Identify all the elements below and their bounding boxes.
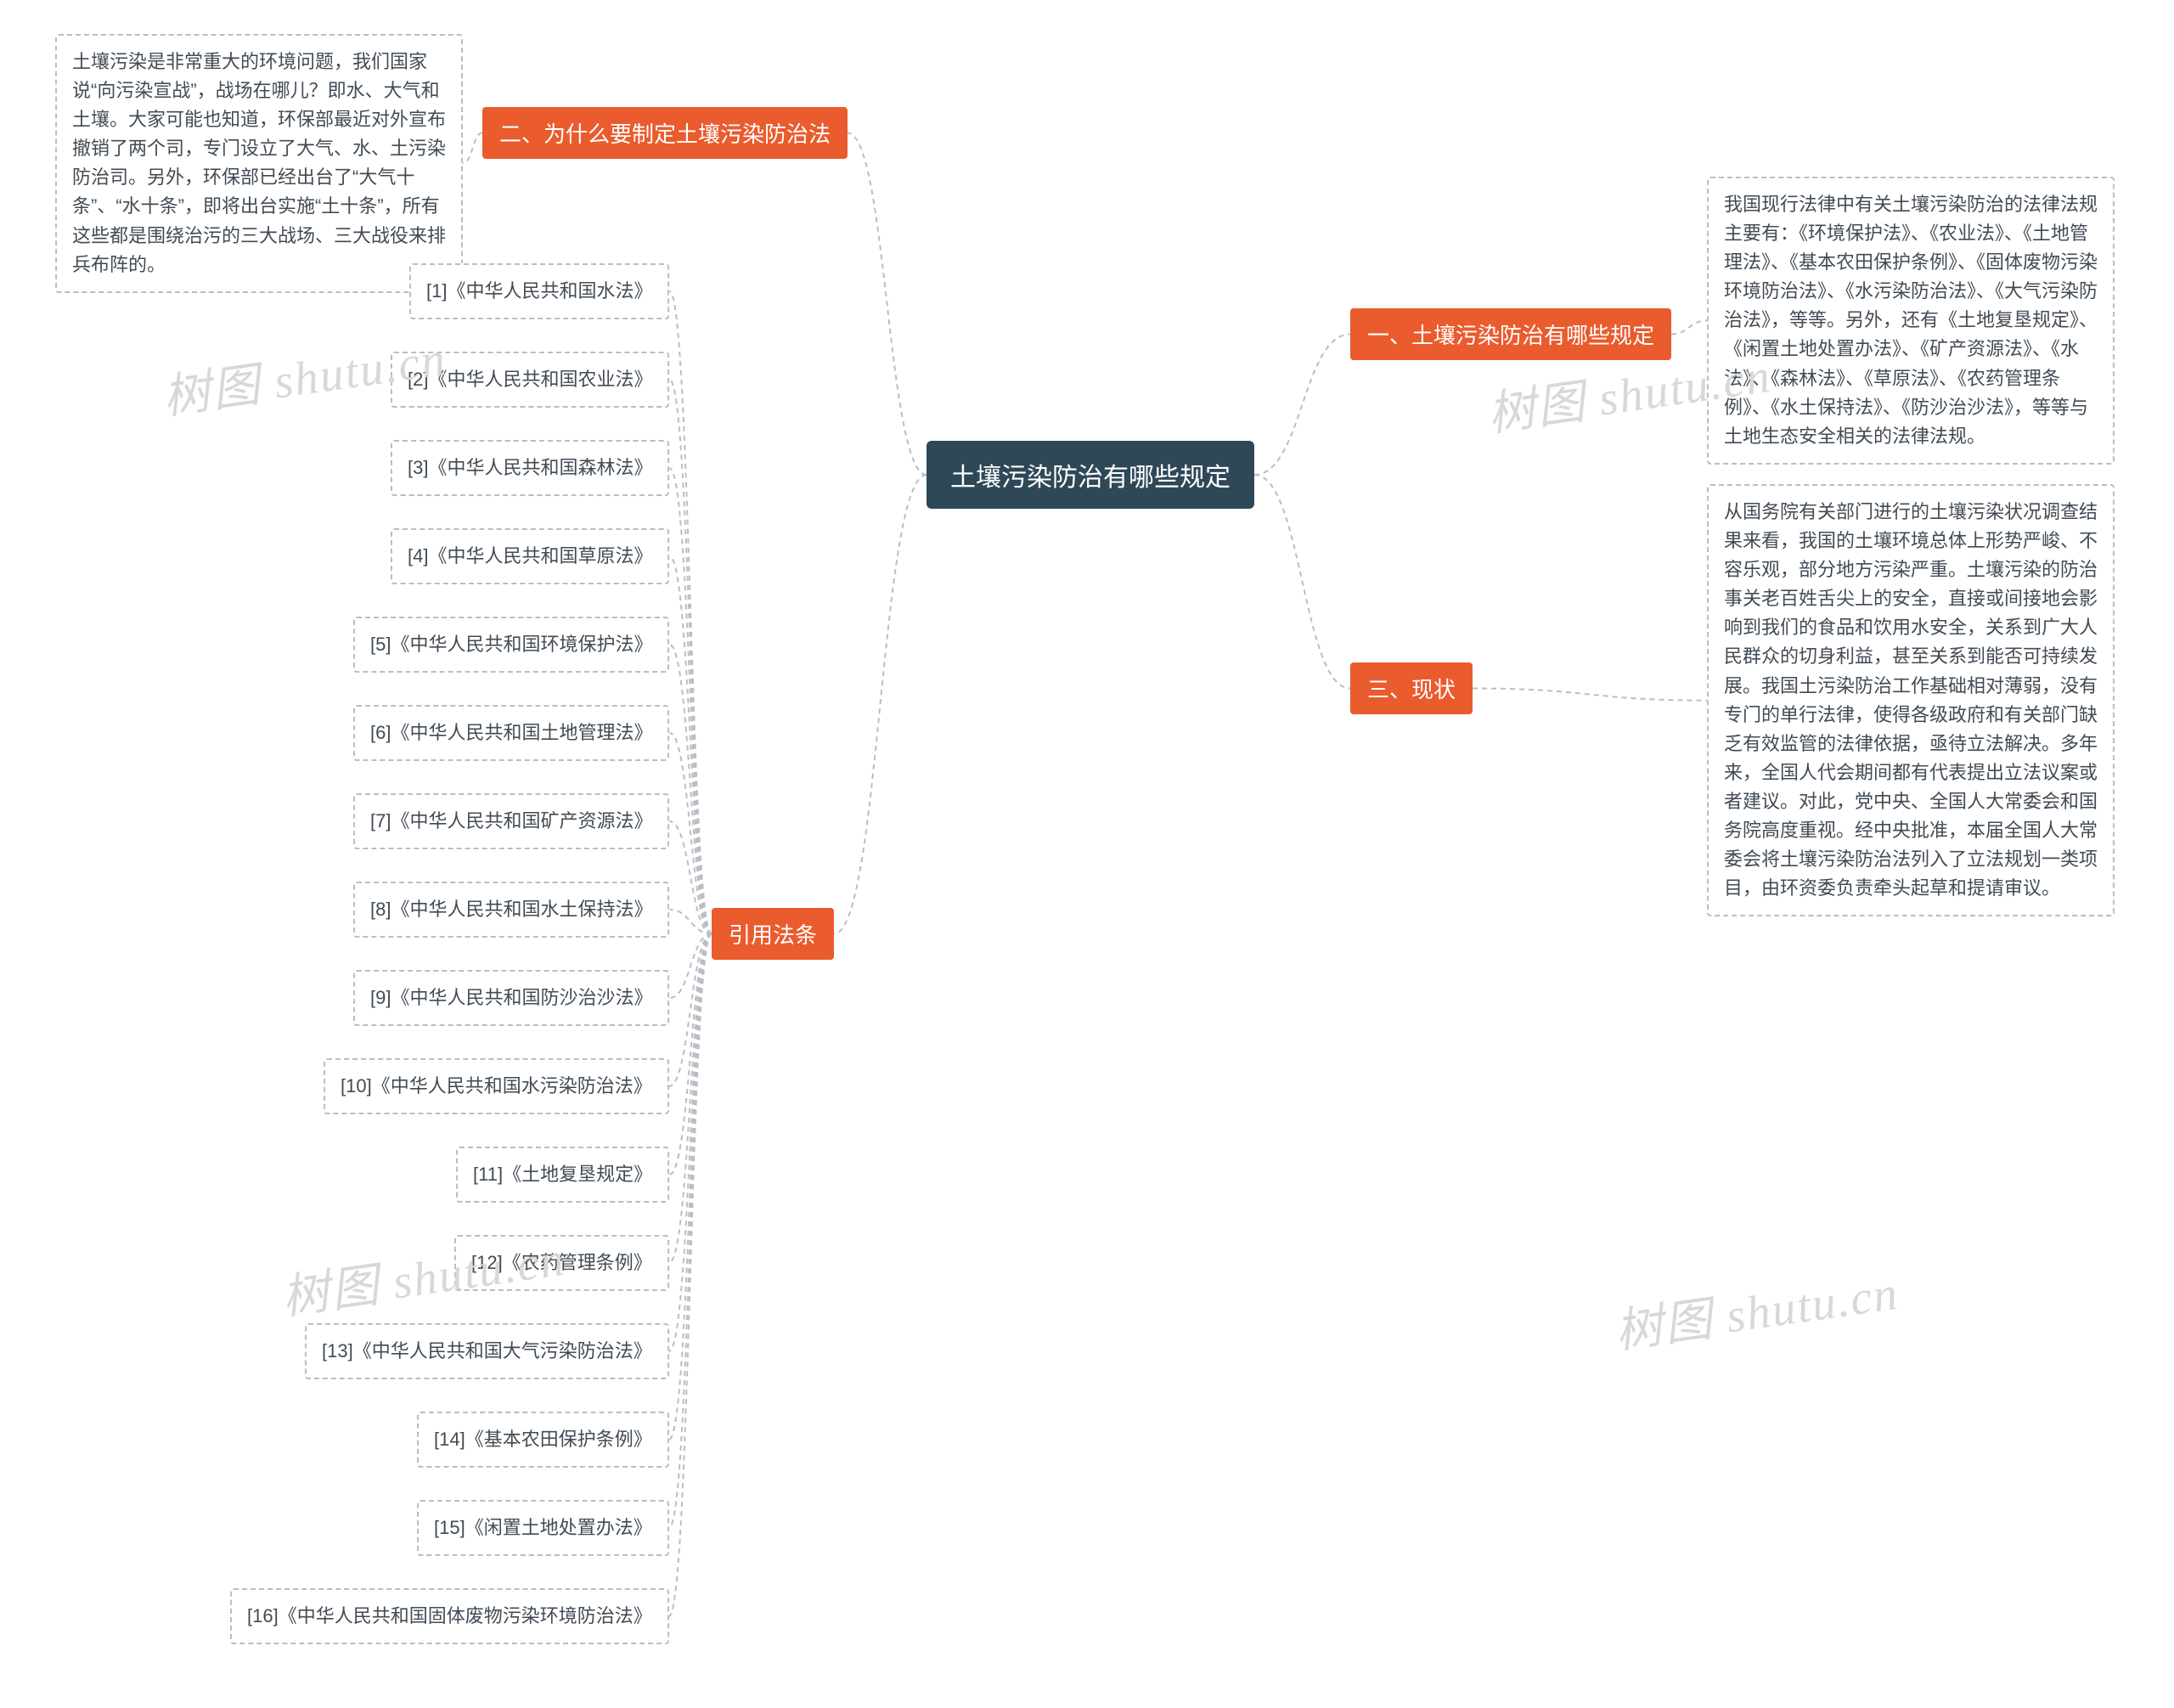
desc-section-1: 我国现行法律中有关土壤污染防治的法律法规主要有：《环境保护法》、《农业法》、《土… — [1707, 177, 2115, 465]
reference-item: [10]《中华人民共和国水污染防治法》 — [324, 1058, 669, 1114]
desc-section-2: 土壤污染是非常重大的环境问题，我们国家说“向污染宣战”，战场在哪儿？即水、大气和… — [55, 34, 463, 293]
watermark: 树图 shutu.cn — [1610, 1254, 1902, 1362]
reference-item: [6]《中华人民共和国土地管理法》 — [353, 705, 669, 761]
reference-item: [12]《农药管理条例》 — [454, 1235, 669, 1291]
reference-item: [2]《中华人民共和国农业法》 — [391, 352, 669, 408]
reference-item: [5]《中华人民共和国环境保护法》 — [353, 617, 669, 673]
branch-references: 引用法条 — [712, 908, 834, 960]
reference-item: [4]《中华人民共和国草原法》 — [391, 528, 669, 584]
reference-item: [3]《中华人民共和国森林法》 — [391, 440, 669, 496]
desc-section-3: 从国务院有关部门进行的土壤污染状况调查结果来看，我国的土壤环境总体上形势严峻、不… — [1707, 484, 2115, 916]
root-node: 土壤污染防治有哪些规定 — [926, 441, 1254, 509]
reference-item: [15]《闲置土地处置办法》 — [417, 1500, 669, 1556]
reference-item: [8]《中华人民共和国水土保持法》 — [353, 882, 669, 938]
reference-item: [16]《中华人民共和国固体废物污染环境防治法》 — [230, 1588, 669, 1644]
branch-section-2: 二、为什么要制定土壤污染防治法 — [482, 107, 848, 159]
branch-section-3: 三、现状 — [1350, 662, 1473, 714]
reference-item: [11]《土地复垦规定》 — [456, 1147, 669, 1203]
reference-item: [7]《中华人民共和国矿产资源法》 — [353, 793, 669, 849]
reference-item: [1]《中华人民共和国水法》 — [409, 263, 669, 319]
reference-item: [14]《基本农田保护条例》 — [417, 1412, 669, 1468]
reference-item: [9]《中华人民共和国防沙治沙法》 — [353, 970, 669, 1026]
branch-section-1: 一、土壤污染防治有哪些规定 — [1350, 308, 1671, 360]
reference-item: [13]《中华人民共和国大气污染防治法》 — [305, 1323, 669, 1379]
